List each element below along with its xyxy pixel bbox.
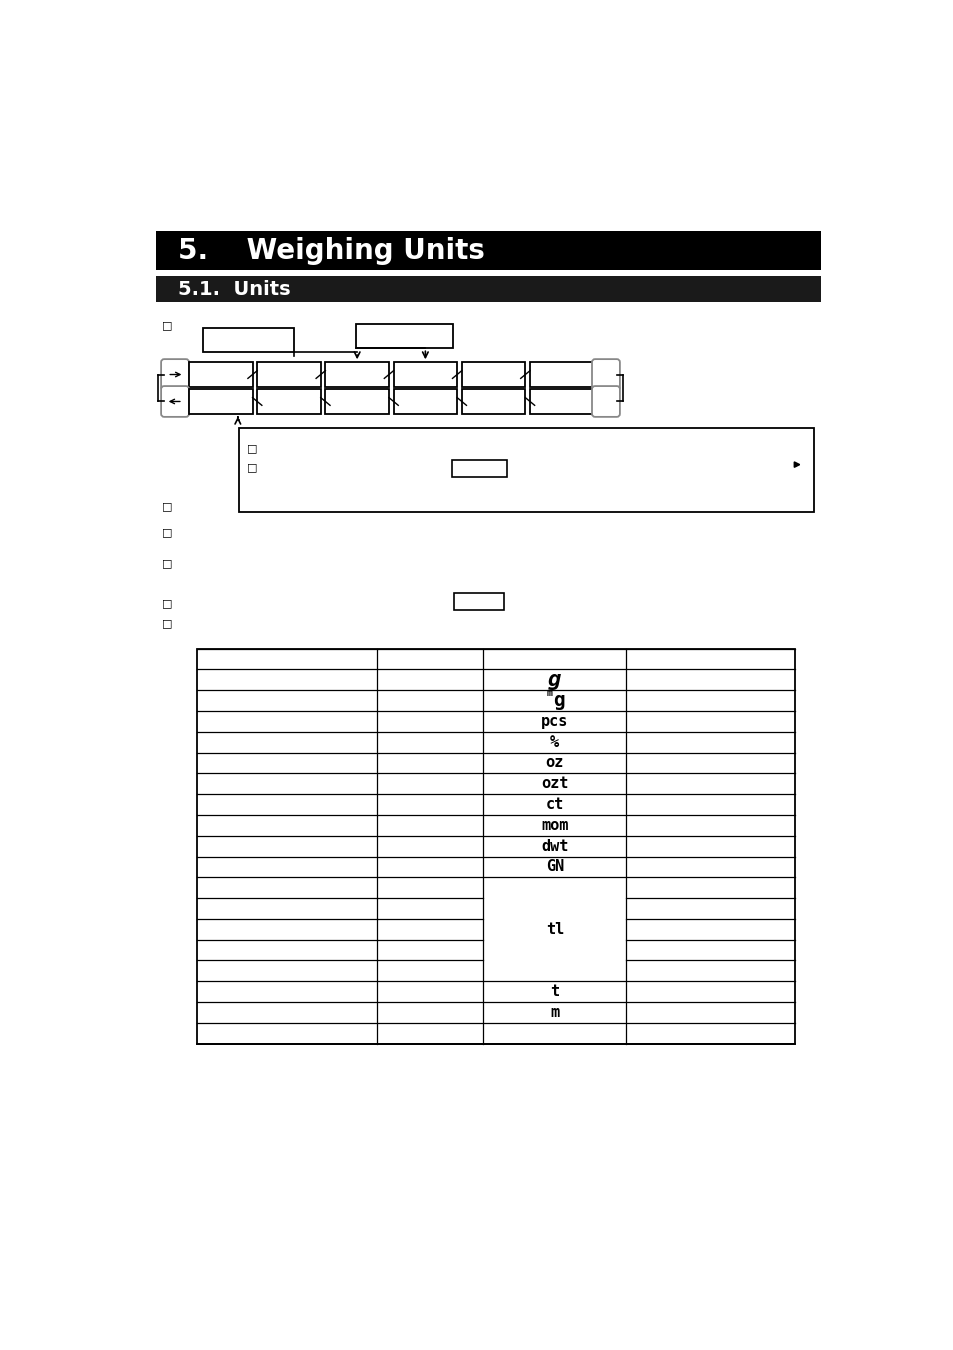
Bar	[257, 362, 320, 387]
Bar	[156, 231, 821, 270]
Text: m: m	[546, 687, 552, 698]
Bar	[203, 328, 294, 352]
Text: GN: GN	[545, 860, 563, 875]
Text: t: t	[550, 984, 558, 999]
Text: mom: mom	[540, 818, 568, 833]
Polygon shape	[794, 462, 799, 467]
Text: □: □	[247, 443, 257, 454]
Bar	[454, 593, 504, 610]
FancyBboxPatch shape	[161, 359, 189, 390]
Text: □: □	[162, 598, 172, 609]
Text: g: g	[553, 691, 564, 710]
Bar	[257, 389, 320, 414]
Bar	[394, 389, 456, 414]
FancyBboxPatch shape	[592, 386, 619, 417]
Bar	[156, 275, 821, 302]
Bar	[394, 362, 456, 387]
Text: □: □	[162, 618, 172, 628]
Text: □: □	[162, 501, 172, 510]
Bar	[189, 389, 253, 414]
Bar	[461, 389, 525, 414]
Bar	[189, 362, 253, 387]
Text: oz: oz	[545, 756, 563, 771]
FancyBboxPatch shape	[161, 386, 189, 417]
Bar	[530, 389, 593, 414]
Text: □: □	[247, 462, 257, 472]
Text: ozt: ozt	[540, 776, 568, 791]
Text: g: g	[548, 670, 561, 690]
Text: tl: tl	[545, 922, 563, 937]
Text: □: □	[162, 320, 172, 329]
Bar	[239, 428, 814, 513]
Text: %: %	[550, 734, 558, 749]
Bar	[325, 362, 389, 387]
Text: □: □	[162, 528, 172, 537]
Text: pcs: pcs	[540, 714, 568, 729]
Text: 5.1.  Units: 5.1. Units	[178, 279, 291, 298]
Bar	[325, 389, 389, 414]
FancyBboxPatch shape	[592, 359, 619, 390]
Bar	[452, 460, 506, 477]
Text: 5.    Weighing Units: 5. Weighing Units	[178, 236, 484, 265]
Text: ct: ct	[545, 796, 563, 813]
Bar	[356, 324, 453, 348]
Text: dwt: dwt	[540, 838, 568, 853]
Bar	[530, 362, 593, 387]
Bar	[461, 362, 525, 387]
Text: m: m	[550, 1004, 558, 1021]
Text: □: □	[162, 559, 172, 568]
Bar	[196, 648, 794, 1044]
